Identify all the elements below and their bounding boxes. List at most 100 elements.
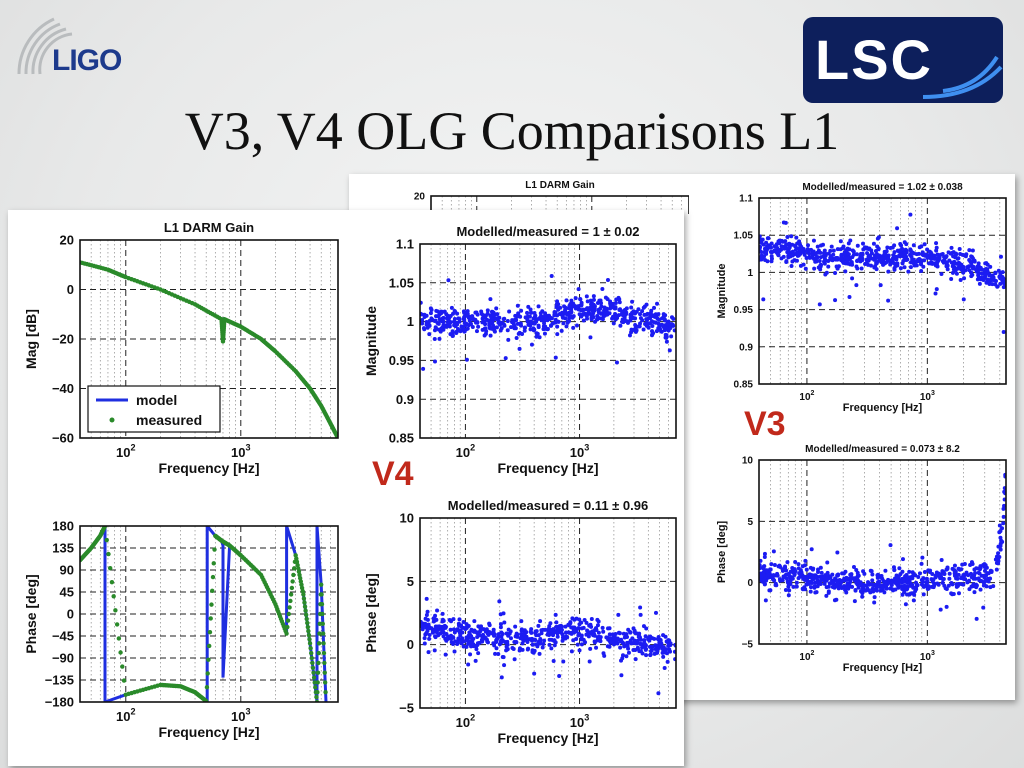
scatter-point — [967, 268, 972, 273]
scatter-point — [760, 237, 765, 242]
scatter-point — [663, 634, 668, 639]
scatter-point — [425, 629, 430, 634]
scatter-point — [460, 325, 465, 330]
scatter-point — [997, 523, 1002, 528]
scatter-point — [644, 323, 649, 328]
scatter-point — [431, 629, 436, 634]
scatter-point — [650, 313, 655, 318]
scatter-point — [953, 255, 958, 260]
scatter-point — [769, 241, 774, 246]
legend: model measured — [87, 385, 221, 433]
scatter-point — [794, 235, 799, 240]
scatter-point — [870, 578, 875, 583]
axes-box — [419, 243, 677, 439]
scatter-point — [902, 265, 907, 270]
scatter-point — [835, 573, 840, 578]
y-tick-label: −5 — [399, 701, 414, 716]
scatter-point — [890, 245, 895, 250]
scatter-point — [547, 637, 552, 642]
measured-point — [319, 592, 324, 597]
scatter-point — [571, 638, 576, 643]
scatter-point — [959, 575, 964, 580]
scatter-point — [785, 560, 790, 565]
scatter-point — [461, 644, 466, 649]
v3-ratio-magnitude-chart: Modelled/measured = 1.02 ± 0.038 1.1 1.05 1… — [716, 182, 1007, 414]
plot-area — [759, 472, 1006, 621]
scatter-point — [519, 632, 524, 637]
y-tick-label: 0.85 — [389, 431, 414, 446]
legend-measured-swatch — [109, 417, 115, 423]
scatter-point — [494, 638, 499, 643]
scatter-point — [567, 310, 572, 315]
scatter-point — [793, 243, 798, 248]
scatter-point — [492, 329, 497, 334]
scatter-point — [661, 654, 666, 659]
x-tick-label: 102 — [799, 650, 814, 663]
scatter-point — [970, 248, 975, 253]
scatter-point — [465, 309, 470, 314]
scatter-point — [969, 560, 974, 565]
scatter-point — [457, 617, 462, 622]
scatter-point — [620, 656, 625, 661]
v4-mag-chart: L1 DARM Gain 20 0 −20 −40 −60 102 103Frequency … — [23, 220, 339, 476]
y-axis-label: Magnitude — [363, 306, 379, 376]
scatter-point — [804, 567, 809, 572]
scatter-point — [438, 317, 443, 322]
scatter-point — [790, 259, 795, 264]
scatter-point — [945, 565, 950, 570]
scatter-point — [640, 645, 645, 650]
scatter-point — [838, 585, 843, 590]
scatter-point — [800, 587, 805, 592]
y-tick-label: −180 — [45, 695, 74, 710]
scatter-point — [903, 602, 908, 607]
scatter-point — [568, 302, 573, 307]
scatter-point — [822, 581, 827, 586]
scatter-point — [618, 323, 623, 328]
scatter-point — [663, 648, 668, 653]
scatter-point — [880, 576, 885, 581]
scatter-point — [607, 632, 612, 637]
scatter-point — [781, 220, 786, 225]
scatter-point — [971, 259, 976, 264]
scatter-point — [522, 328, 527, 333]
scatter-point — [613, 317, 618, 322]
scatter-point — [874, 260, 879, 265]
scatter-point — [867, 255, 872, 260]
scatter-point — [898, 266, 903, 271]
measured-point — [311, 670, 316, 675]
scatter-point — [892, 255, 897, 260]
scatter-point — [919, 577, 924, 582]
x-tick-label: 102 — [799, 390, 814, 403]
scatter-point — [588, 646, 593, 651]
scatter-point — [457, 328, 462, 333]
scatter-point — [826, 589, 831, 594]
measured-point — [287, 605, 292, 610]
scatter-point — [846, 585, 851, 590]
scatter-point — [843, 587, 848, 592]
scatter-point — [762, 582, 767, 587]
scatter-point — [874, 587, 879, 592]
scatter-point — [789, 263, 794, 268]
scatter-point — [641, 305, 646, 310]
scatter-point — [930, 584, 935, 589]
scatter-point — [998, 275, 1003, 280]
scatter-point — [589, 616, 594, 621]
scatter-point — [668, 326, 673, 331]
measured-point — [209, 602, 214, 607]
scatter-point — [984, 271, 989, 276]
measured-point — [311, 675, 317, 680]
scatter-point — [969, 575, 974, 580]
scatter-point — [473, 658, 478, 663]
scatter-point — [434, 624, 439, 629]
scatter-point — [902, 240, 907, 245]
scatter-point — [961, 297, 966, 302]
measured-point — [210, 574, 216, 580]
scatter-point — [859, 583, 864, 588]
scatter-point — [483, 331, 488, 336]
scatter-point — [559, 328, 564, 333]
scatter-point — [533, 630, 538, 635]
scatter-point — [456, 636, 461, 641]
scatter-point — [947, 571, 952, 576]
scatter-point — [631, 626, 636, 631]
scatter-point — [520, 332, 525, 337]
